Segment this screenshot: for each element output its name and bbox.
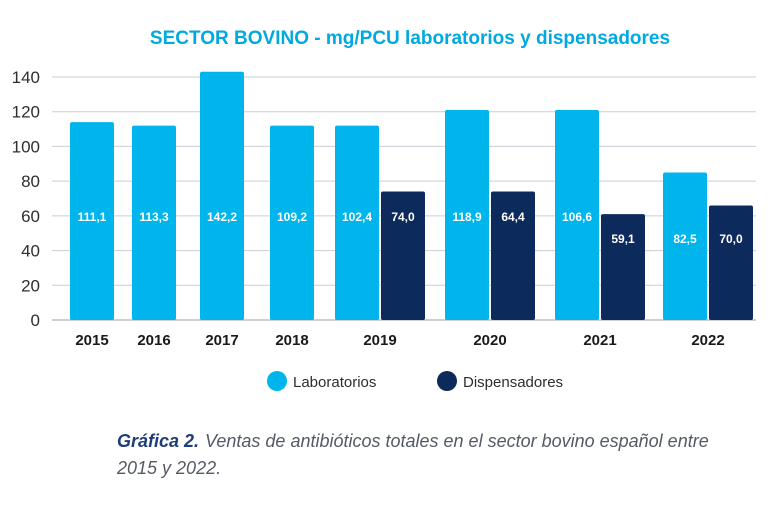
legend-label: Dispensadores	[463, 374, 563, 391]
x-tick-label: 2022	[691, 332, 724, 349]
data-label: 111,1	[78, 210, 107, 224]
data-label: 102,4	[342, 210, 372, 224]
data-label: 74,0	[391, 210, 415, 224]
bar-laboratorios	[663, 172, 707, 320]
y-tick-label: 120	[12, 103, 40, 122]
y-tick-label: 40	[21, 242, 40, 261]
data-label: 70,0	[719, 232, 743, 246]
y-tick-label: 20	[21, 276, 40, 295]
bar-laboratorios	[270, 125, 314, 320]
x-tick-label: 2017	[205, 332, 238, 349]
data-label: 109,2	[277, 210, 307, 224]
y-tick-label: 140	[12, 68, 40, 87]
x-tick-label: 2021	[583, 332, 616, 349]
data-label: 113,3	[139, 210, 169, 224]
y-tick-label: 100	[12, 137, 40, 156]
x-tick-label: 2020	[473, 332, 506, 349]
legend-label: Laboratorios	[293, 374, 376, 391]
data-label: 142,2	[207, 210, 237, 224]
legend-swatch	[437, 371, 457, 391]
x-tick-label: 2016	[137, 332, 170, 349]
legend-swatch	[267, 371, 287, 391]
x-tick-label: 2018	[275, 332, 308, 349]
figure-caption: Gráfica 2. Ventas de antibióticos totales…	[117, 428, 737, 482]
chart-title: SECTOR BOVINO - mg/PCU laboratorios y di…	[150, 28, 670, 49]
data-label: 106,6	[562, 210, 592, 224]
x-tick-label: 2019	[363, 332, 396, 349]
data-label: 59,1	[611, 232, 635, 246]
bar-laboratorios	[200, 71, 244, 321]
bar-dispensadores	[381, 191, 425, 320]
data-label: 64,4	[501, 210, 525, 224]
caption-label: Gráfica 2.	[117, 431, 200, 451]
y-tick-label: 0	[31, 311, 40, 330]
data-label: 82,5	[673, 232, 697, 246]
y-tick-label: 60	[21, 207, 40, 226]
bar-dispensadores	[709, 205, 753, 320]
bar-laboratorios	[132, 125, 176, 320]
bar-laboratorios	[335, 125, 379, 320]
data-label: 118,9	[452, 210, 482, 224]
x-tick-label: 2015	[75, 332, 108, 349]
y-tick-label: 80	[21, 172, 40, 191]
bar-dispensadores	[491, 191, 535, 320]
bar-laboratorios	[70, 122, 114, 320]
bar-laboratorios	[555, 109, 599, 320]
caption-text: Ventas de antibióticos totales en el sec…	[117, 431, 709, 478]
bar-laboratorios	[445, 109, 489, 320]
bar-chart: SECTOR BOVINO - mg/PCU laboratorios y di…	[12, 28, 756, 391]
bar-dispensadores	[601, 214, 645, 320]
